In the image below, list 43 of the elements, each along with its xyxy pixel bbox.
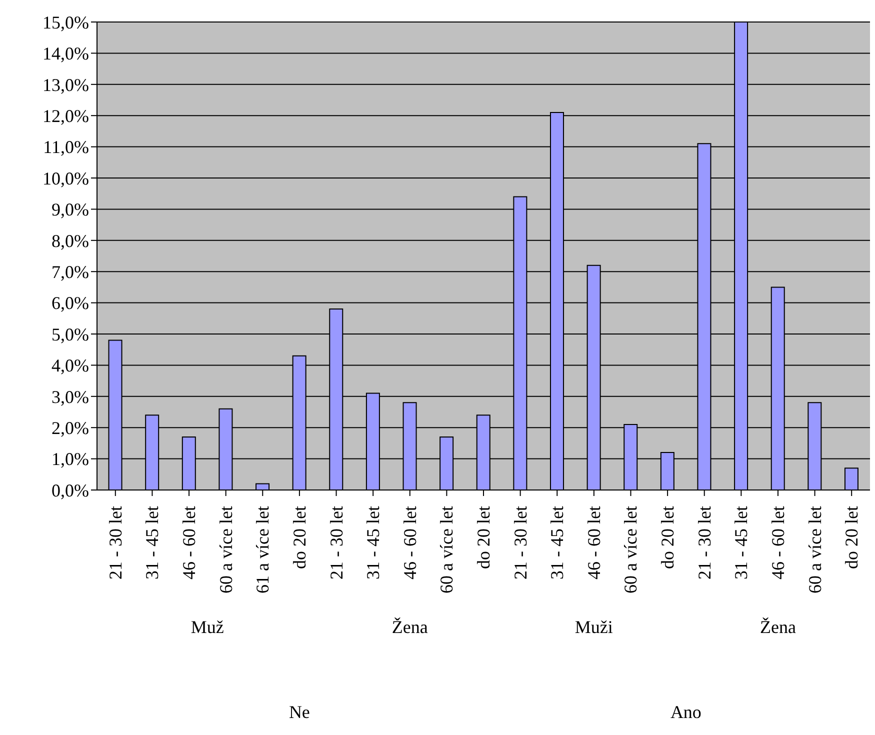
y-tick-label: 4,0% (52, 356, 89, 376)
y-tick-label: 11,0% (43, 137, 90, 158)
x-tick-label: do 20 let (842, 506, 862, 569)
x-tick-label: 46 - 60 let (768, 506, 788, 580)
x-tick-label: do 20 let (658, 506, 678, 569)
y-tick-label: 5,0% (52, 324, 89, 344)
x-tick-label: 60 a více let (804, 506, 825, 594)
y-tick-label: 3,0% (52, 386, 89, 407)
x-tick-label: 21 - 30 let (694, 506, 714, 580)
text: Muž (190, 616, 225, 638)
y-tick-label: 0,0% (52, 480, 89, 500)
y-tick-label: 15,0% (42, 12, 89, 32)
x-tick-label: 60 a více let (216, 506, 236, 594)
x-tick-label: do 20 let (289, 506, 310, 569)
y-tick-label: 7,0% (52, 262, 89, 282)
text: Žena (390, 616, 429, 638)
x-tick-label: 46 - 60 let (400, 506, 420, 580)
y-tick-label: 6,0% (52, 293, 89, 314)
text: Muži (574, 616, 614, 638)
y-tick-label: 2,0% (52, 418, 89, 438)
y-tick-label: 9,0% (52, 200, 89, 220)
x-tick-label: 60 a více let (620, 506, 641, 594)
y-tick-label: 14,0% (42, 44, 89, 64)
y-tick-label: 1,0% (52, 449, 89, 470)
text: Ano (669, 701, 702, 723)
x-tick-label: 46 - 60 let (584, 506, 604, 580)
x-tick-label: 31 - 45 let (363, 506, 384, 580)
text: Ne (288, 701, 311, 723)
y-tick-label: 12,0% (42, 106, 89, 126)
text: Žena (758, 616, 797, 638)
x-tick-label: 21 - 30 let (326, 506, 346, 580)
x-tick-label: 21 - 30 let (510, 506, 530, 580)
x-tick-label: 21 - 30 let (105, 506, 126, 580)
x-tick-label: 61 a více let (252, 506, 273, 594)
y-tick-label: 10,0% (42, 168, 89, 188)
y-tick-label: 8,0% (52, 230, 89, 251)
y-tick-label: 13,0% (42, 74, 89, 95)
x-tick-label: 46 - 60 let (179, 506, 200, 580)
x-tick-label: 31 - 45 let (547, 506, 568, 580)
x-tick-label: 60 a více let (436, 506, 457, 594)
x-tick-label: do 20 let (474, 506, 494, 569)
x-tick-label: 31 - 45 let (731, 506, 752, 580)
x-tick-label: 31 - 45 let (142, 506, 162, 580)
